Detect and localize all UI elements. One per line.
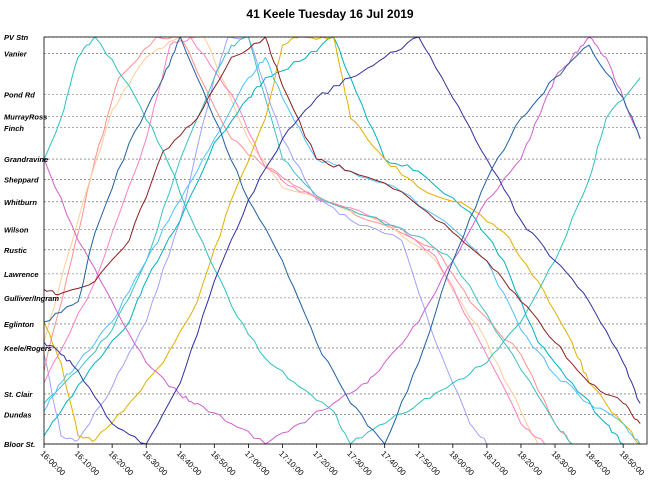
trip-line [43,36,641,445]
x-tick-label: 17:00:00 [243,449,272,478]
x-tick-label: 16:50:00 [209,449,238,478]
x-tick-label: 18:10:00 [481,449,510,478]
x-tick-label: 18:20:00 [516,449,545,478]
stop-label: Rustic [4,246,28,255]
x-tick-label: 16:10:00 [73,449,102,478]
stop-label: St. Clair [4,390,33,399]
trip-line [43,36,488,445]
trip-line [43,56,641,445]
stop-label: Eglinton [4,320,34,329]
plot-frame [43,36,648,445]
stop-label: Keele/Rogers [4,344,52,353]
chart-title: 41 Keele Tuesday 16 Jul 2019 [246,7,414,21]
trip-line [43,36,641,445]
x-tick-label: 16:00:00 [39,449,68,478]
trip-line [43,36,573,445]
x-tick-label: 18:30:00 [550,449,579,478]
x-tick-label: 16:30:00 [141,449,170,478]
stop-label: Bloor St. [4,440,35,449]
x-tick-label: 18:40:00 [584,449,613,478]
trip-line [43,36,546,445]
stop-label: Finch [4,124,24,133]
stop-label: Lawrence [4,270,39,279]
trip-line [43,36,641,445]
stop-label: Whitburn [4,198,37,207]
x-tick-label: 17:10:00 [277,449,306,478]
trip-line [43,36,624,445]
tick-labels: 16:00:00 16:10:00 16:20:00 16:30:00 16:40:00… [39,444,647,478]
stop-labels: PV Stn Vanier Pond Rd MurrayRoss Finch Grandr… [4,33,59,449]
x-tick-label: 16:40:00 [175,449,204,478]
stop-label: Wilson [4,226,29,235]
grid-layer [44,36,647,445]
trip-line [43,36,573,445]
trip-line [43,36,641,424]
stop-label: Sheppard [4,175,39,184]
stop-label: MurrayRoss [4,112,47,121]
x-tick-label: 17:20:00 [311,449,340,478]
stop-label: Pond Rd [4,90,35,99]
series-layer [43,36,641,445]
stop-label: Vanier [4,50,28,59]
x-tick-label: 17:50:00 [413,449,442,478]
stop-label: Dundas [4,410,32,419]
x-tick-label: 18:50:00 [618,449,647,478]
trip-line [43,36,641,445]
trip-line [43,36,539,445]
x-tick-label: 18:00:00 [447,449,476,478]
stop-label: Gulliver/Ingram [4,294,59,303]
x-tick-label: 17:40:00 [379,449,408,478]
x-tick-label: 16:20:00 [107,449,136,478]
stop-label: Grandravine [4,155,48,164]
x-tick-label: 17:30:00 [345,449,374,478]
stop-label: PV Stn [4,33,29,42]
trip-line [43,36,641,445]
